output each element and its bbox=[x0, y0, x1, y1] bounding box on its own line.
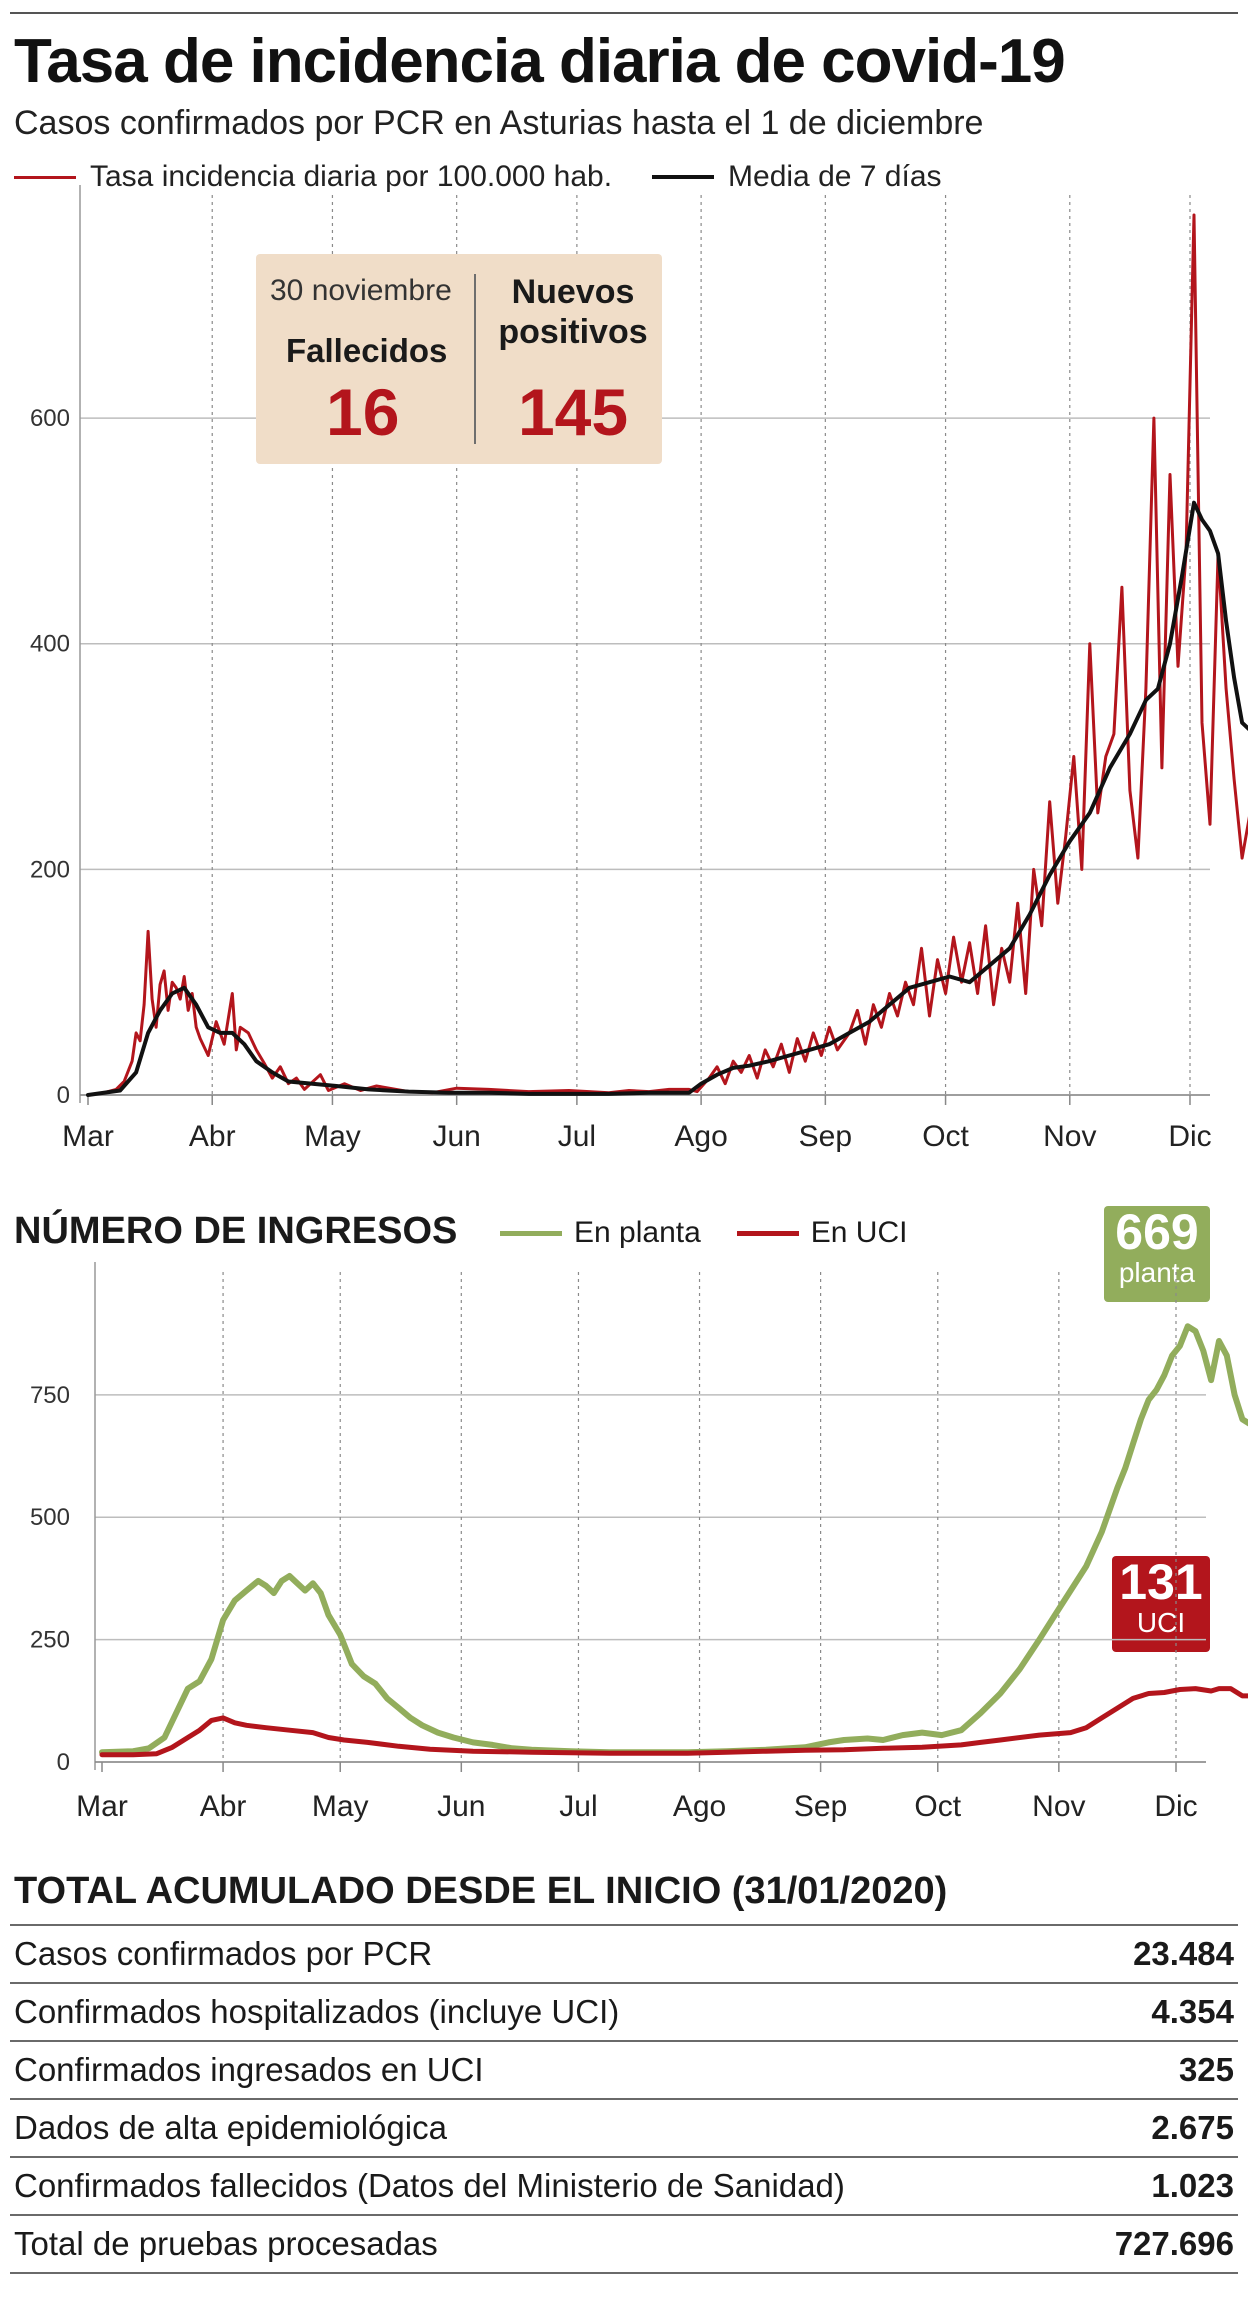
incidence-xtick-label-ago: Ago bbox=[674, 1120, 727, 1153]
legend-item-uci: En UCI bbox=[736, 1216, 908, 1250]
admissions-xtick-label-dic: Dic bbox=[1154, 1790, 1197, 1823]
positives-label: Nuevos positivos bbox=[488, 272, 658, 352]
incidence-series-mean bbox=[86, 500, 1248, 1097]
row-label: Confirmados fallecidos (Datos del Minist… bbox=[10, 2156, 1077, 2215]
legend-label-incidence: Tasa incidencia diaria por 100.000 hab. bbox=[90, 160, 613, 193]
legend-label-planta: En planta bbox=[574, 1216, 701, 1249]
admissions-xtick-label-ago: Ago bbox=[673, 1790, 726, 1823]
admissions-xtick-label-oct: Oct bbox=[914, 1790, 961, 1823]
legend-label-mean: Media de 7 días bbox=[728, 160, 942, 193]
uci-badge-value: 131 bbox=[1119, 1554, 1203, 1610]
admissions-xtick-label-nov: Nov bbox=[1032, 1790, 1085, 1823]
incidence-xtick-label-sep: Sep bbox=[799, 1120, 852, 1153]
totals-title: TOTAL ACUMULADO DESDE EL INICIO (31/01/2… bbox=[14, 1870, 948, 1912]
legend-label-uci: En UCI bbox=[810, 1216, 908, 1249]
incidence-xtick-label-nov: Nov bbox=[1043, 1120, 1096, 1153]
legend-item-incidence: Tasa incidencia diaria por 100.000 hab. bbox=[14, 160, 612, 194]
table-row: Casos confirmados por PCR 23.484 bbox=[10, 1924, 1238, 1983]
legend-swatch-planta bbox=[500, 1230, 562, 1236]
row-label: Confirmados hospitalizados (incluye UCI) bbox=[10, 1982, 1077, 2041]
legend-item-planta: En planta bbox=[500, 1216, 701, 1250]
incidence-legend: Tasa incidencia diaria por 100.000 hab. … bbox=[14, 160, 982, 194]
page-title: Tasa de incidencia diaria de covid-19 bbox=[14, 27, 1066, 96]
row-value: 1.023 bbox=[1076, 2156, 1238, 2215]
incidence-xtick-label-may: May bbox=[304, 1120, 361, 1153]
legend-swatch-incidence bbox=[14, 175, 76, 179]
legend-swatch-mean bbox=[652, 175, 715, 179]
incidence-ytick-label: 600 bbox=[30, 405, 70, 432]
incidence-xtick-label-jun: Jun bbox=[432, 1120, 480, 1153]
row-value: 325 bbox=[1076, 2040, 1238, 2099]
row-label: Confirmados ingresados en UCI bbox=[10, 2040, 1077, 2099]
admissions-title: NÚMERO DE INGRESOS bbox=[14, 1210, 458, 1252]
row-value: 2.675 bbox=[1076, 2098, 1238, 2157]
incidence-ytick-label: 400 bbox=[30, 631, 70, 658]
table-row: Dados de alta epidemiológica 2.675 bbox=[10, 2098, 1238, 2157]
uci-badge-label: UCI bbox=[1136, 1607, 1186, 1638]
admissions-series-planta bbox=[99, 1323, 1248, 1756]
top-rule bbox=[10, 12, 1238, 14]
admissions-xtick-label-abr: Abr bbox=[200, 1790, 247, 1823]
admissions-ytick-label: 250 bbox=[30, 1627, 70, 1654]
legend-item-mean: Media de 7 días bbox=[652, 160, 942, 194]
planta-badge-label: planta bbox=[1118, 1257, 1196, 1288]
incidence-ytick-label: 0 bbox=[57, 1082, 70, 1109]
deaths-value: 16 bbox=[326, 375, 400, 449]
admissions-ytick-label: 750 bbox=[30, 1382, 70, 1409]
admissions-xtick-label-jul: Jul bbox=[559, 1790, 597, 1823]
row-value: 727.696 bbox=[1076, 2214, 1238, 2274]
row-label: Total de pruebas procesadas bbox=[10, 2214, 1077, 2274]
totals-table: Casos confirmados por PCR 23.484 Confirma… bbox=[10, 1924, 1238, 2274]
page-subtitle: Casos confirmados por PCR en Asturias ha… bbox=[14, 104, 984, 142]
info-date: 30 noviembre bbox=[270, 274, 452, 307]
admissions-series-uci bbox=[99, 1686, 1248, 1758]
table-row: Confirmados fallecidos (Datos del Minist… bbox=[10, 2156, 1238, 2215]
deaths-label: Fallecidos bbox=[286, 332, 448, 369]
admissions-xtick-label-jun: Jun bbox=[437, 1790, 485, 1823]
uci-badge: 131 UCI bbox=[1112, 1556, 1210, 1652]
incidence-xtick-label-jul: Jul bbox=[558, 1120, 596, 1153]
admissions-chart: 0 250 500 750 Mar Abr May Jun Jul Ago Sep Oct Nov Dic bbox=[30, 1262, 1248, 1823]
admissions-xtick-label-sep: Sep bbox=[794, 1790, 847, 1823]
admissions-legend: En planta En UCI bbox=[500, 1216, 943, 1250]
admissions-ytick-label: 500 bbox=[30, 1504, 70, 1531]
admissions-ytick-label: 0 bbox=[57, 1749, 70, 1776]
row-label: Dados de alta epidemiológica bbox=[10, 2098, 1077, 2157]
legend-swatch-uci bbox=[736, 1230, 799, 1236]
incidence-ytick-label: 200 bbox=[30, 856, 70, 883]
incidence-xtick-label-oct: Oct bbox=[922, 1120, 969, 1153]
incidence-xtick-label-mar: Mar bbox=[62, 1120, 114, 1153]
row-label: Casos confirmados por PCR bbox=[10, 1924, 1077, 1983]
planta-badge: 669 planta bbox=[1104, 1206, 1210, 1302]
admissions-xtick-label-may: May bbox=[312, 1790, 369, 1823]
admissions-xtick-label-mar: Mar bbox=[76, 1790, 128, 1823]
info-divider bbox=[474, 274, 476, 444]
table-row: Confirmados hospitalizados (incluye UCI)… bbox=[10, 1982, 1238, 2041]
planta-badge-value: 669 bbox=[1115, 1204, 1199, 1260]
positives-label-line1: Nuevos bbox=[511, 273, 635, 311]
daily-info-box: 30 noviembre Fallecidos 16 Nuevos positi… bbox=[256, 254, 662, 464]
table-row: Confirmados ingresados en UCI 325 bbox=[10, 2040, 1238, 2099]
row-value: 23.484 bbox=[1076, 1924, 1238, 1983]
positives-value: 145 bbox=[517, 375, 629, 449]
positives-label-line2: positivos bbox=[498, 313, 648, 351]
row-value: 4.354 bbox=[1076, 1982, 1238, 2041]
incidence-xtick-label-abr: Abr bbox=[189, 1120, 236, 1153]
incidence-xtick-label-dic: Dic bbox=[1168, 1120, 1211, 1153]
table-row: Total de pruebas procesadas 727.696 bbox=[10, 2214, 1238, 2274]
